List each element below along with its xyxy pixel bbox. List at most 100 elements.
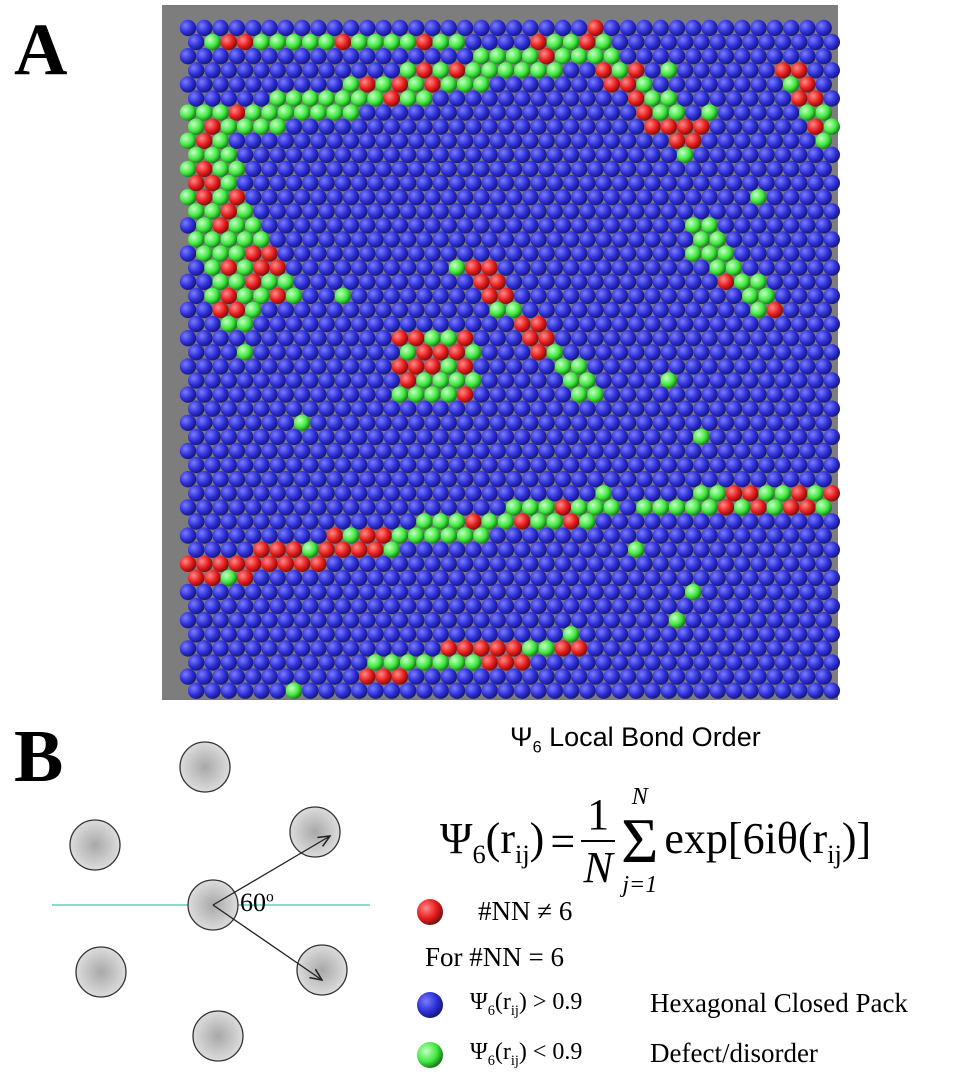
sphere: [668, 414, 686, 431]
sphere: [750, 160, 767, 178]
sphere: [668, 301, 686, 319]
sphere: [505, 76, 523, 93]
sphere: [701, 668, 718, 685]
sphere: [791, 569, 808, 587]
sphere: [823, 118, 840, 135]
sphere: [660, 259, 677, 276]
sphere: [179, 245, 197, 262]
sphere: [676, 287, 694, 305]
sphere: [742, 146, 759, 164]
sphere: [701, 640, 718, 657]
text-piece: ij: [827, 838, 842, 869]
sphere: [554, 245, 572, 262]
sphere: [293, 132, 311, 149]
sphere: [188, 287, 205, 305]
sphere: [269, 569, 286, 587]
text-piece: Ψ: [510, 722, 533, 752]
sphere: [342, 76, 360, 93]
sphere: [782, 527, 800, 544]
sphere: [318, 597, 335, 615]
sphere: [261, 132, 278, 149]
sphere: [815, 104, 832, 121]
sphere: [212, 330, 229, 347]
sphere: [448, 513, 466, 530]
sphere: [562, 231, 580, 248]
sphere: [799, 217, 816, 234]
sphere: [587, 386, 604, 403]
sphere: [424, 555, 441, 572]
sphere: [179, 48, 197, 65]
sphere: [636, 189, 653, 206]
sphere: [367, 372, 384, 389]
sphere: [758, 541, 775, 558]
sphere: [310, 668, 327, 685]
sphere: [709, 203, 726, 220]
sphere: [326, 48, 343, 65]
sphere: [318, 146, 335, 164]
sphere: [473, 471, 490, 488]
sphere: [595, 485, 612, 502]
text-piece: 6: [487, 1002, 495, 1019]
sphere: [742, 259, 759, 276]
sphere: [587, 499, 604, 516]
sphere: [432, 287, 449, 305]
sphere: [530, 146, 547, 164]
sphere: [782, 555, 800, 572]
sphere: [212, 668, 229, 685]
sphere: [611, 513, 629, 530]
sphere: [440, 301, 457, 319]
sphere: [774, 62, 792, 79]
sphere-layer: [179, 19, 840, 699]
sphere: [538, 640, 555, 657]
sphere: [497, 174, 515, 192]
sphere: [245, 442, 262, 460]
sphere: [611, 569, 629, 587]
sphere: [530, 428, 547, 446]
sphere: [530, 174, 547, 192]
sphere: [359, 555, 376, 572]
sphere: [644, 146, 661, 164]
summation: N Σ j=1: [621, 785, 658, 897]
sphere: [245, 668, 262, 685]
sphere: [196, 386, 213, 403]
sphere: [448, 174, 466, 192]
sphere: [261, 555, 278, 572]
sphere: [383, 400, 400, 417]
sphere: [481, 513, 498, 530]
sphere: [750, 104, 767, 121]
sphere: [823, 682, 840, 699]
sphere: [693, 428, 710, 446]
particle: [75, 946, 127, 998]
sphere: [685, 76, 702, 93]
sphere: [546, 541, 563, 558]
sphere: [701, 48, 718, 65]
sphere: [766, 160, 783, 178]
sphere: [782, 386, 800, 403]
sphere: [766, 132, 783, 149]
sphere: [334, 485, 352, 502]
sphere: [448, 203, 466, 220]
sphere: [416, 456, 433, 474]
sphere: [799, 301, 816, 319]
sphere: [734, 104, 751, 121]
sphere: [619, 471, 637, 488]
sphere: [701, 217, 718, 234]
sphere: [179, 668, 197, 685]
sphere: [701, 386, 718, 403]
sphere: [807, 259, 824, 276]
sphere: [473, 386, 490, 403]
sphere: [383, 456, 400, 474]
sphere: [359, 583, 376, 601]
sphere: [440, 555, 457, 572]
sphere: [717, 132, 735, 149]
sphere: [456, 132, 474, 149]
sphere: [391, 386, 409, 403]
sphere: [383, 203, 400, 220]
sphere: [644, 513, 661, 530]
sphere: [579, 485, 596, 502]
sphere: [261, 217, 278, 234]
sphere: [717, 273, 735, 290]
sphere: [310, 442, 327, 460]
sphere: [636, 301, 653, 319]
